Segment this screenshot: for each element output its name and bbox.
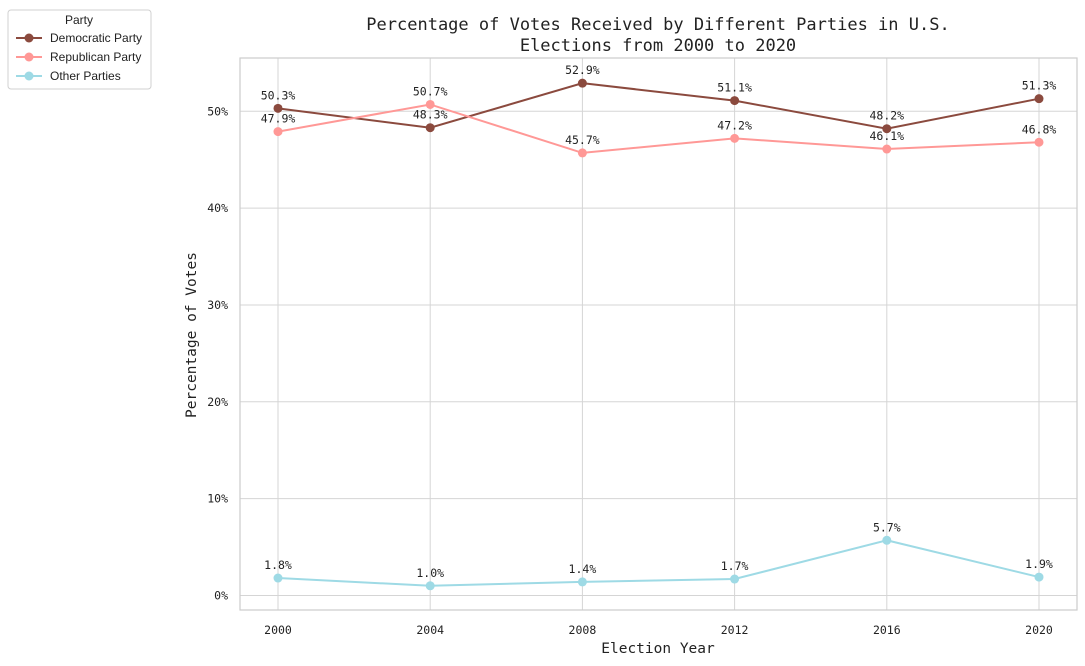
data-label: 52.9% bbox=[565, 63, 600, 77]
legend-title: Party bbox=[65, 13, 93, 27]
data-label: 46.8% bbox=[1022, 122, 1057, 136]
data-point bbox=[882, 536, 891, 545]
data-point bbox=[426, 123, 435, 132]
y-tick-label: 0% bbox=[214, 588, 228, 602]
legend-entry-label: Republican Party bbox=[50, 50, 141, 64]
data-label: 51.3% bbox=[1022, 79, 1057, 93]
data-label: 1.8% bbox=[264, 558, 292, 572]
legend-entry-label: Democratic Party bbox=[50, 31, 142, 45]
chart-title-line-1: Percentage of Votes Received by Differen… bbox=[366, 15, 949, 35]
data-label: 1.9% bbox=[1025, 557, 1053, 571]
x-tick-label: 2012 bbox=[721, 623, 749, 637]
x-tick-label: 2008 bbox=[569, 623, 597, 637]
data-point bbox=[426, 581, 435, 590]
plot-area: 0% 10% 20% 30% 40% 50% 2000 2004 2008 2012 2016 202… bbox=[207, 58, 1077, 637]
data-label: 50.7% bbox=[413, 84, 448, 98]
data-label: 48.3% bbox=[413, 108, 448, 122]
data-point bbox=[578, 79, 587, 88]
data-label: 51.1% bbox=[717, 81, 752, 95]
data-point bbox=[882, 145, 891, 154]
y-tick-label: 50% bbox=[207, 104, 228, 118]
data-label: 1.0% bbox=[416, 566, 444, 580]
data-point bbox=[578, 148, 587, 157]
chart-title-line-2: Elections from 2000 to 2020 bbox=[520, 36, 796, 56]
data-label: 48.2% bbox=[869, 109, 904, 123]
legend-swatch-marker bbox=[25, 72, 34, 81]
data-point bbox=[578, 577, 587, 586]
data-point bbox=[1035, 94, 1044, 103]
y-tick-label: 40% bbox=[207, 201, 228, 215]
series-line-3 bbox=[278, 540, 1039, 586]
data-label: 45.7% bbox=[565, 133, 600, 147]
data-label: 1.4% bbox=[569, 562, 597, 576]
y-tick-label: 30% bbox=[207, 298, 228, 312]
series-line-1 bbox=[278, 83, 1039, 129]
legend-swatch-marker bbox=[25, 34, 34, 43]
data-point bbox=[274, 574, 283, 583]
x-tick-label: 2004 bbox=[416, 623, 444, 637]
x-tick-label: 2000 bbox=[264, 623, 292, 637]
data-point bbox=[730, 575, 739, 584]
x-tick-label: 2016 bbox=[873, 623, 901, 637]
legend-swatch-marker bbox=[25, 53, 34, 62]
x-tick-label: 2020 bbox=[1025, 623, 1053, 637]
data-label: 5.7% bbox=[873, 520, 901, 534]
plot-frame bbox=[240, 58, 1077, 610]
legend: Party Democratic Party Republican Party Oth… bbox=[8, 10, 151, 89]
data-label: 47.2% bbox=[717, 118, 752, 132]
x-axis-label: Election Year bbox=[601, 641, 715, 657]
data-label: 50.3% bbox=[261, 88, 296, 102]
data-point bbox=[730, 96, 739, 105]
y-tick-label: 10% bbox=[207, 492, 228, 506]
data-point bbox=[274, 127, 283, 136]
data-label: 46.1% bbox=[869, 129, 904, 143]
data-label: 1.7% bbox=[721, 559, 749, 573]
y-axis-label: Percentage of Votes bbox=[184, 252, 200, 418]
y-tick-label: 20% bbox=[207, 395, 228, 409]
data-point bbox=[730, 134, 739, 143]
legend-entry-label: Other Parties bbox=[50, 69, 121, 83]
data-point bbox=[1035, 138, 1044, 147]
data-label: 47.9% bbox=[261, 112, 296, 126]
data-point bbox=[1035, 573, 1044, 582]
